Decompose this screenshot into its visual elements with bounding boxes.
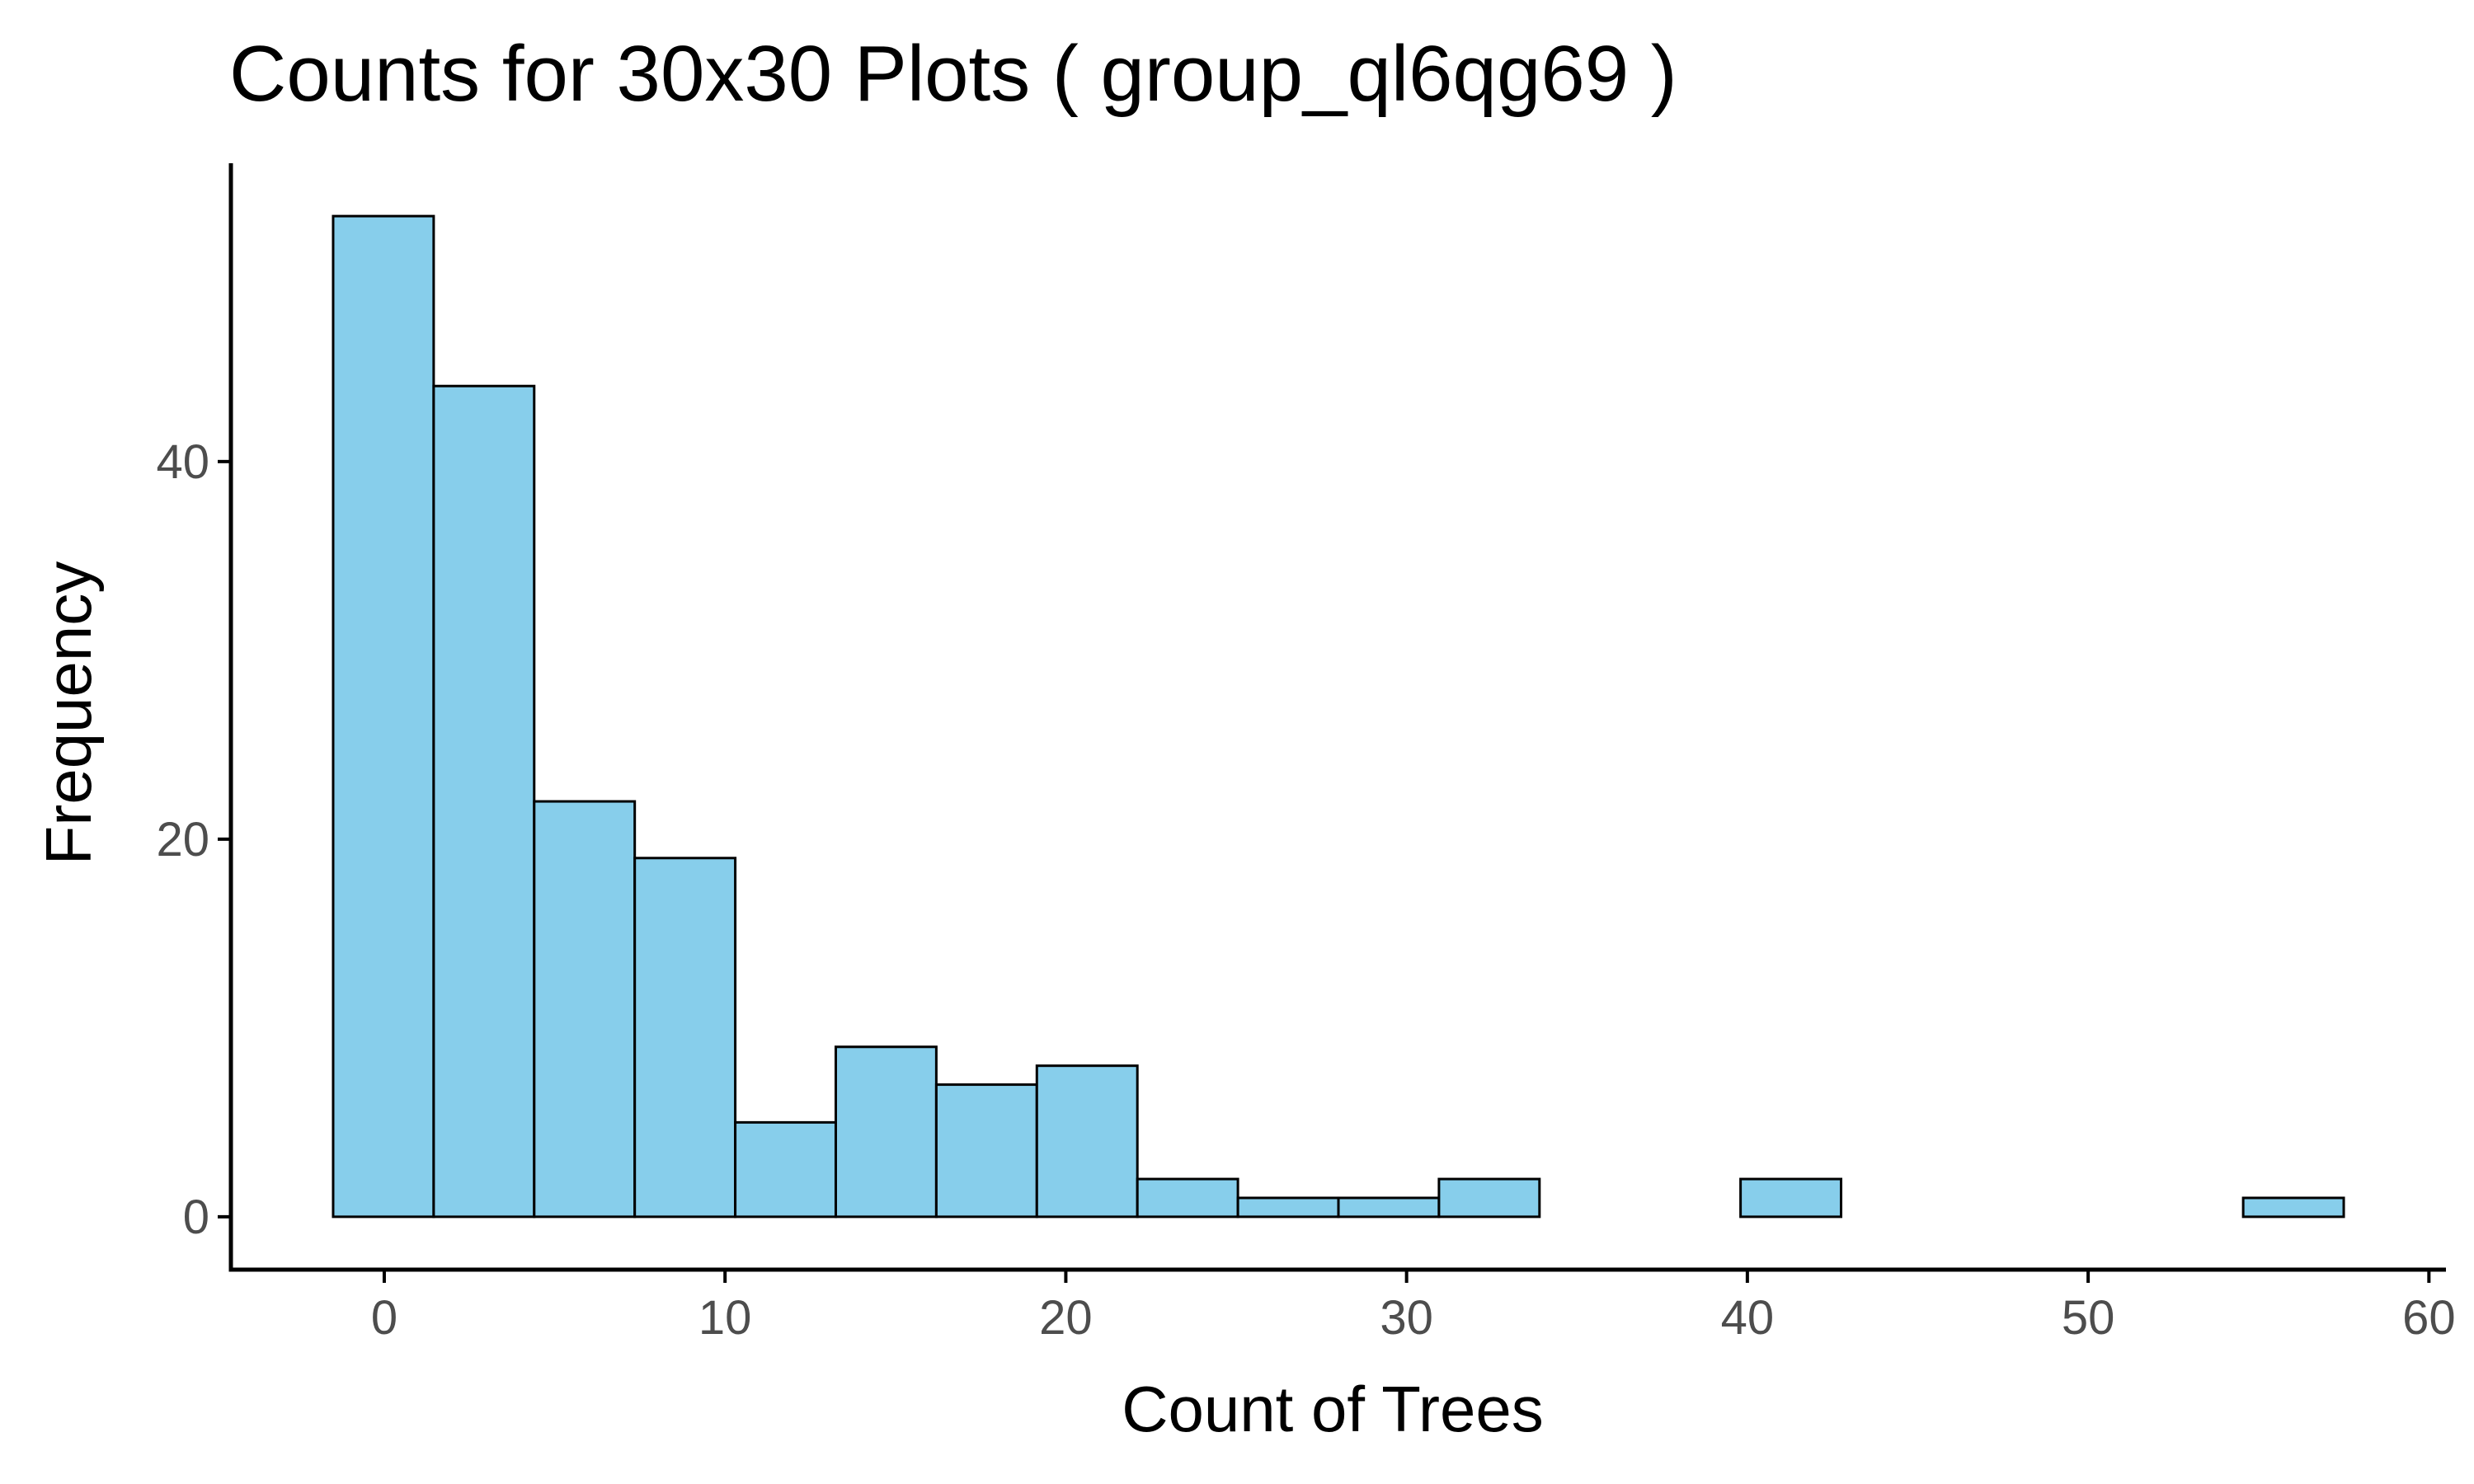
ticks-layer: 0 10 20 30 40 50 60 0 20 40 (156, 435, 2455, 1345)
x-tick-label: 30 (1380, 1291, 1433, 1345)
histogram-bar-3 (633, 857, 737, 1219)
x-tick-label: 40 (1721, 1291, 1775, 1345)
histogram-bar-2 (533, 800, 637, 1219)
x-tick-label: 10 (698, 1291, 752, 1345)
histogram-bar-4 (734, 1120, 837, 1219)
histogram-bar-10 (1337, 1196, 1441, 1219)
y-tick-label: 0 (183, 1190, 209, 1244)
x-tick-label: 20 (1039, 1291, 1093, 1345)
histogram-bar-9 (1236, 1196, 1340, 1219)
histogram-bar-6 (934, 1083, 1038, 1219)
y-tick-label: 20 (156, 813, 209, 866)
x-tick-label: 50 (2062, 1291, 2115, 1345)
histogram-bar-8 (1136, 1177, 1239, 1219)
x-tick-label: 60 (2402, 1291, 2456, 1345)
histogram-bar-5 (834, 1045, 938, 1219)
x-tick-label: 0 (371, 1291, 397, 1345)
histogram-bar-1 (432, 384, 536, 1219)
y-axis-title: Frequency (32, 561, 105, 866)
histogram-bar-7 (1035, 1064, 1139, 1219)
histogram-bar-0 (332, 214, 435, 1219)
histogram-bar-19 (2241, 1196, 2345, 1219)
histogram-bar-14 (1739, 1177, 1843, 1219)
axes-layer (228, 163, 2446, 1272)
histogram-bar-11 (1437, 1177, 1541, 1219)
bars-layer (332, 214, 2345, 1219)
chart-title: Counts for 30x30 Plots ( group_ql6qg69 ) (229, 30, 1677, 118)
y-tick-label: 40 (156, 435, 209, 489)
x-axis-title: Count of Trees (1122, 1373, 1544, 1445)
